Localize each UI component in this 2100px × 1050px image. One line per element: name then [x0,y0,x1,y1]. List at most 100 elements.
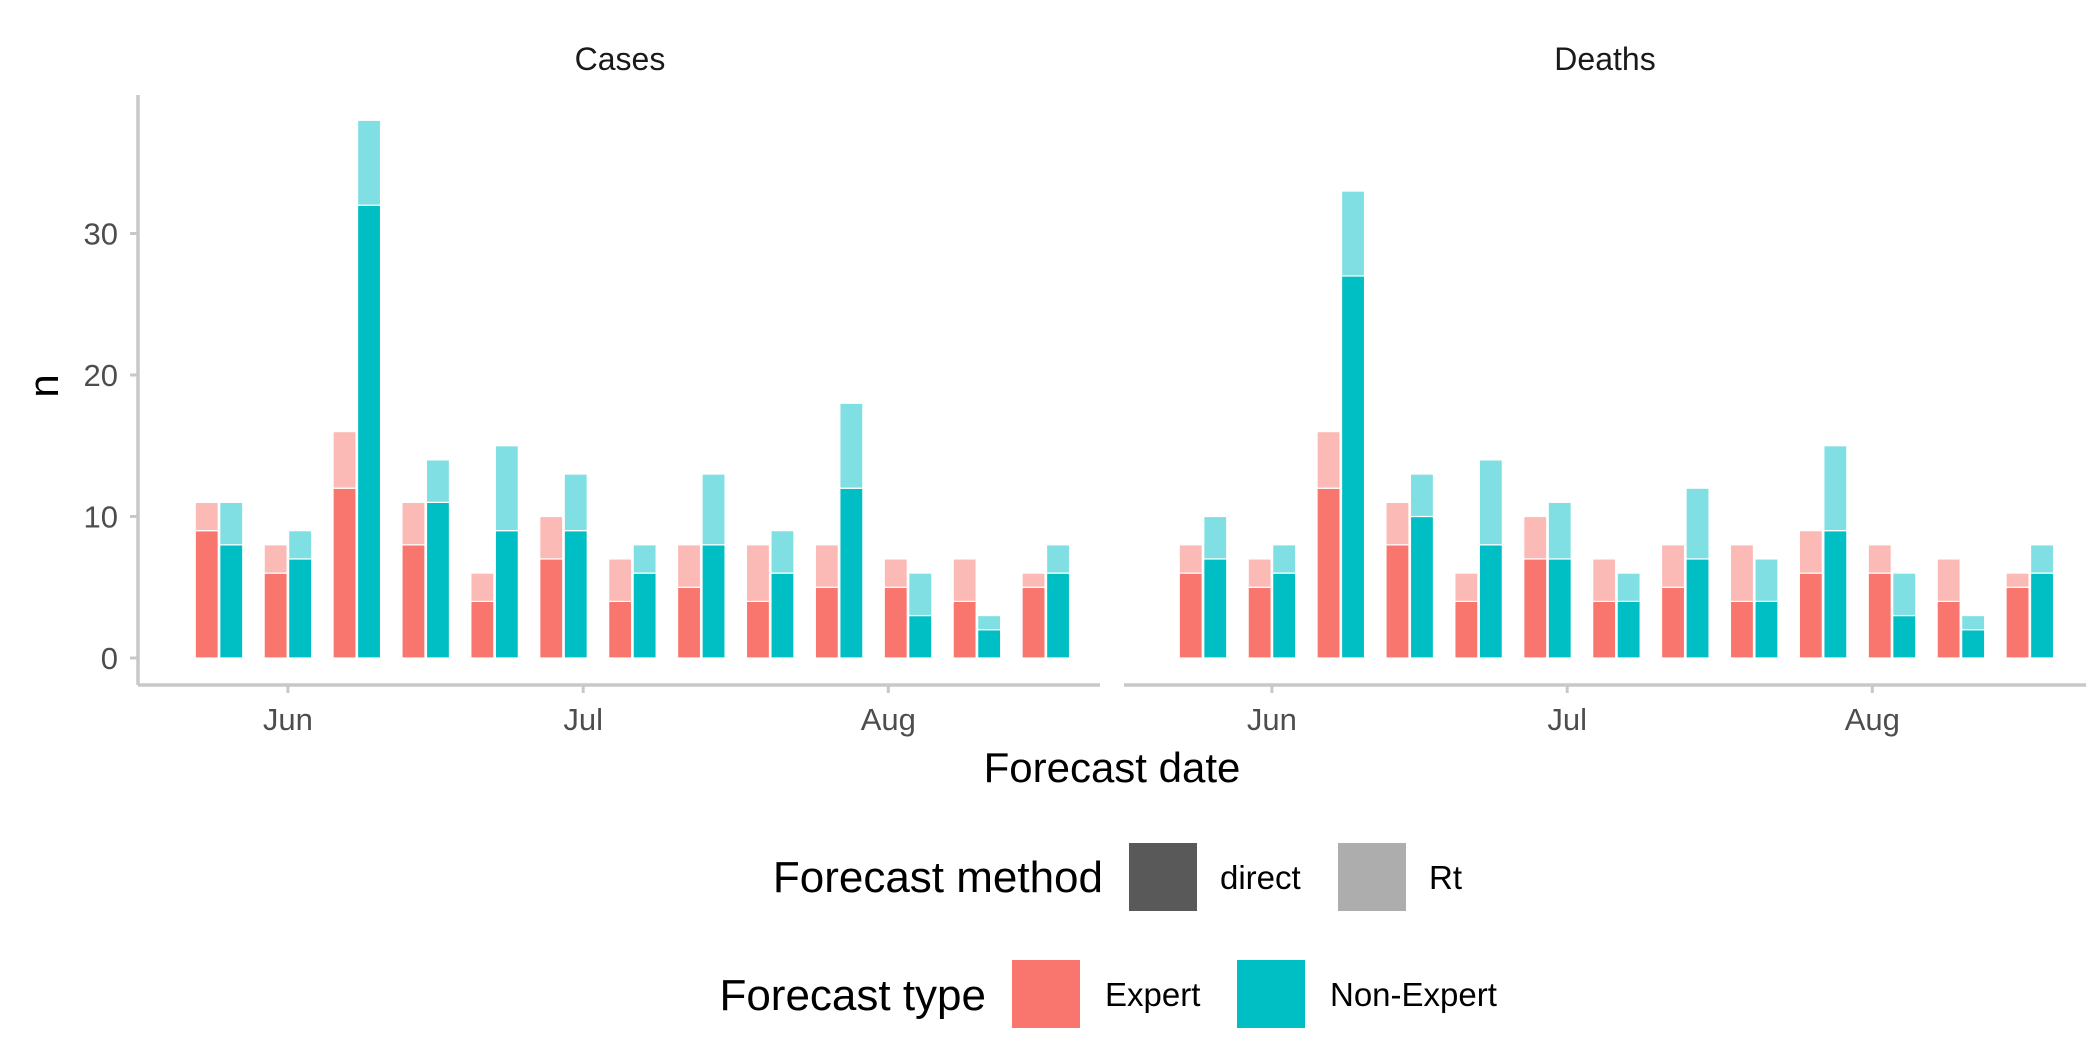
bar-expert-direct [2005,586,2030,659]
bar-non-expert-rt [356,119,382,206]
bar-non-expert-rt [977,614,1002,631]
bar-expert-rt [1178,544,1203,574]
bar-expert-rt [1936,558,1961,603]
x-tick-label: Aug [1845,702,1900,737]
bar-expert-rt [1316,431,1341,489]
legend-key-direct [1129,843,1197,911]
bar-expert-rt [1021,572,1046,588]
bar-non-expert-direct [977,629,1002,659]
legend: Forecast method direct Rt Forecast type Expe… [719,843,1497,1028]
bar-non-expert-direct [494,530,519,659]
bar-non-expert-rt [1340,190,1366,277]
bar-non-expert-rt [1685,487,1710,560]
bar-expert-rt [1798,530,1823,574]
bar-non-expert-rt [1272,544,1297,574]
bar-non-expert-rt [1754,558,1779,603]
x-tick-label: Jun [263,702,313,737]
bar-group-cases [194,119,1071,659]
bar-expert-direct [470,600,495,659]
bar-expert-direct [1021,586,1046,659]
bar-expert-direct [1454,600,1479,659]
bar-expert-rt [814,544,839,588]
bar-non-expert-rt [632,544,657,574]
bar-expert-rt [1729,544,1755,602]
bar-non-expert-rt [1203,515,1228,560]
y-tick-label: 10 [84,500,118,535]
bar-non-expert-rt [1045,544,1071,574]
facet-title-deaths: Deaths [1554,41,1655,77]
bar-non-expert-direct [219,544,244,659]
bar-non-expert-rt [288,530,313,560]
axes-layer: 0 10 20 30 Jun Jul Aug Jun Jul Aug [84,95,2086,737]
bar-non-expert-direct [770,572,795,659]
bar-expert-rt [263,544,288,574]
bar-expert-rt [676,544,702,588]
bar-non-expert-rt [1823,445,1848,532]
bar-expert-rt [1454,572,1479,602]
bar-expert-rt [470,572,495,602]
y-axis-title: n [20,374,67,397]
facet-title-cases: Cases [575,41,666,77]
bar-non-expert-direct [1547,558,1572,659]
legend-key-expert [1012,960,1080,1028]
bar-non-expert-rt [219,501,244,546]
legend-title-forecast-type: Forecast type [719,971,986,1020]
bar-expert-rt [745,544,771,602]
bar-expert-rt [608,558,633,603]
bar-non-expert-rt [1547,501,1572,560]
x-tick-label: Aug [861,702,916,737]
bar-non-expert-rt [494,445,519,532]
bar-non-expert-rt [701,473,726,546]
bar-expert-rt [952,558,977,603]
bar-non-expert-direct [1754,600,1779,659]
bar-non-expert-direct [632,572,657,659]
bar-expert-direct [608,600,633,659]
bar-expert-rt [1385,501,1410,546]
bar-non-expert-direct [1478,544,1503,659]
bar-expert-rt [1523,515,1548,560]
bar-non-expert-rt [839,402,864,489]
bar-expert-direct [1936,600,1961,659]
bar-non-expert-rt [908,572,933,617]
legend-label-expert: Expert [1105,976,1200,1013]
bar-expert-rt [1592,558,1617,603]
bars-layer [194,119,2055,659]
bar-non-expert-direct [908,614,933,659]
bar-non-expert-direct [356,204,382,659]
bar-non-expert-direct [1340,275,1366,659]
bar-expert-direct [1178,572,1203,659]
bar-non-expert-direct [425,501,451,659]
y-tick-label: 0 [101,641,118,676]
bar-expert-direct [401,544,426,659]
bar-non-expert-direct [1045,572,1071,659]
bar-non-expert-direct [1203,558,1228,659]
bar-expert-rt [1247,558,1272,588]
x-tick-label: Jul [1547,702,1587,737]
y-tick-label: 30 [84,217,118,252]
y-tick-label: 20 [84,358,118,393]
x-tick-label: Jun [1247,702,1297,737]
bar-non-expert-direct [1409,515,1435,659]
bar-expert-direct [1729,600,1755,659]
bar-expert-direct [883,586,908,659]
bar-non-expert-direct [1961,629,1986,659]
bar-expert-rt [332,431,357,489]
legend-label-direct: direct [1220,859,1301,896]
bar-non-expert-rt [1961,614,1986,631]
bar-expert-direct [745,600,771,659]
bar-expert-direct [539,558,564,659]
bar-non-expert-direct [1616,600,1641,659]
bar-expert-direct [332,487,357,659]
bar-expert-rt [401,501,426,546]
bar-expert-rt [1867,544,1892,574]
bar-non-expert-rt [425,459,451,503]
bar-non-expert-rt [2029,544,2055,574]
legend-label-rt: Rt [1429,859,1462,896]
bar-non-expert-direct [1272,572,1297,659]
legend-title-forecast-method: Forecast method [773,853,1103,902]
bar-expert-rt [2005,572,2030,588]
bar-expert-direct [814,586,839,659]
bar-expert-direct [1798,572,1823,659]
bar-non-expert-rt [1478,459,1503,546]
